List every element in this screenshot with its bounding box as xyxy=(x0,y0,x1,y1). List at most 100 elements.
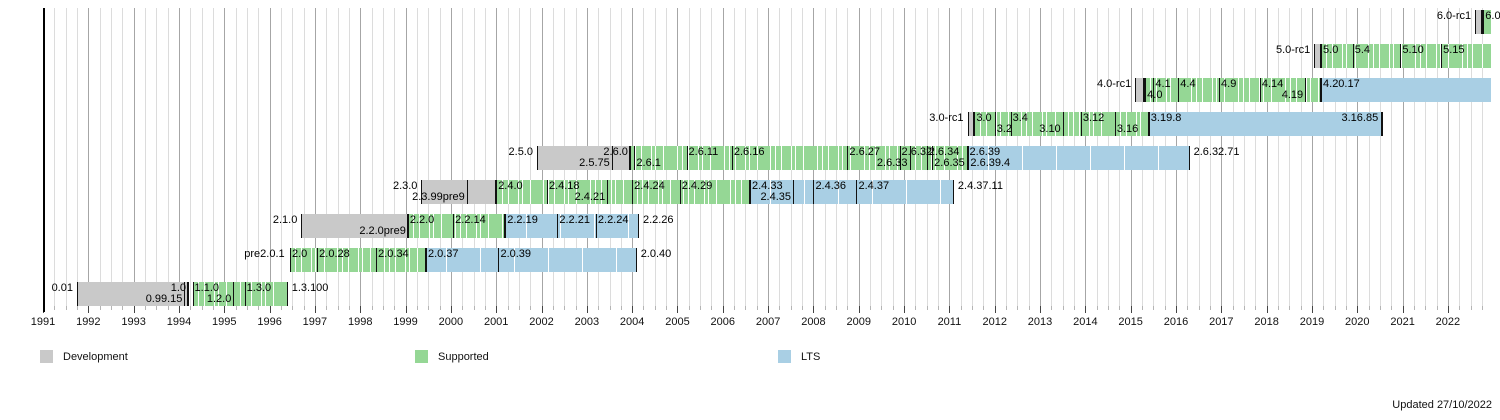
legend-label: Supported xyxy=(438,350,489,363)
gridline xyxy=(1459,8,1461,306)
version-label: 4.9 xyxy=(1221,78,1237,90)
year-tick-label: 2003 xyxy=(574,316,600,328)
release-gap xyxy=(429,214,431,238)
axis-tick xyxy=(428,306,430,310)
axis-tick xyxy=(484,306,486,310)
release-gap xyxy=(1284,78,1286,102)
version-tick xyxy=(1259,78,1261,102)
version-tick xyxy=(1219,78,1221,102)
release-gap xyxy=(888,146,890,170)
release-gap xyxy=(1373,44,1375,68)
release-gap xyxy=(1461,44,1463,68)
axis-tick xyxy=(1413,306,1415,310)
release-gap xyxy=(1073,112,1075,136)
release-gap xyxy=(1202,78,1204,102)
gridline xyxy=(1402,8,1404,306)
release-gap xyxy=(582,248,584,272)
axis-tick xyxy=(700,306,702,310)
version-label: 2.4.21 xyxy=(574,191,606,203)
release-gap xyxy=(841,146,843,170)
axis-tick xyxy=(292,306,294,310)
version-label: 2.6.0 xyxy=(603,146,628,158)
release-gap xyxy=(197,282,199,306)
gridline xyxy=(1413,8,1415,306)
year-tick-label: 1997 xyxy=(302,316,328,328)
axis-tick xyxy=(280,306,282,310)
release-gap xyxy=(940,180,942,204)
gridline xyxy=(1198,8,1200,306)
gridline xyxy=(371,8,373,306)
axis-tick xyxy=(156,306,158,310)
release-gap xyxy=(704,180,706,204)
version-label: 2.4.24 xyxy=(634,180,665,192)
version-label: 2.2.0 xyxy=(409,214,435,226)
year-tick-label: 2020 xyxy=(1345,316,1370,328)
release-gap xyxy=(1135,112,1137,136)
version-label: pre2.0.1 xyxy=(244,248,285,260)
axis-tick xyxy=(870,306,872,310)
version-tick xyxy=(731,146,733,170)
version-label: 2.3.99pre9 xyxy=(412,191,465,203)
axis-tick xyxy=(938,306,940,310)
timeline-segment-development xyxy=(967,112,975,136)
axis-tick xyxy=(836,306,838,310)
year-tick-label: 2002 xyxy=(529,316,554,328)
release-gap xyxy=(874,146,876,170)
year-tick-label: 2014 xyxy=(1073,316,1098,328)
axis-tick xyxy=(1277,306,1279,310)
version-label: 2.4.33 xyxy=(751,180,783,192)
gridline xyxy=(1425,8,1427,306)
version-tick xyxy=(1178,78,1180,102)
version-label: 3.10 xyxy=(1039,123,1061,135)
axis-tick xyxy=(1334,306,1336,310)
release-gap xyxy=(1289,78,1291,102)
gridline xyxy=(1323,8,1325,306)
release-gap xyxy=(1042,112,1044,136)
release-gap xyxy=(593,214,595,238)
release-gap xyxy=(770,180,772,204)
release-gap xyxy=(756,146,758,170)
development-swatch xyxy=(40,350,53,364)
axis-tick xyxy=(904,306,906,313)
release-gap xyxy=(475,214,477,238)
legend-item-lts: LTS xyxy=(778,348,820,364)
version-label: 2.0.40 xyxy=(640,248,672,260)
timeline-segment-development xyxy=(301,214,408,238)
axis-tick xyxy=(1255,306,1257,310)
year-tick-label: 2013 xyxy=(1027,316,1053,328)
release-gap xyxy=(1149,78,1151,102)
axis-tick xyxy=(416,306,418,310)
axis-tick xyxy=(1040,306,1042,313)
gridline xyxy=(1221,8,1223,306)
release-gap xyxy=(315,248,317,272)
timeline-segment-lts xyxy=(425,248,637,272)
version-tick xyxy=(184,282,186,306)
axis-tick xyxy=(586,306,588,313)
year-tick-label: 2011 xyxy=(937,316,962,328)
release-gap xyxy=(1472,44,1474,68)
timeline-segment-supported xyxy=(289,248,426,272)
version-label: 0.01 xyxy=(51,282,73,294)
release-gap xyxy=(827,146,829,170)
year-tick-label: 1992 xyxy=(76,316,101,328)
release-gap xyxy=(1021,112,1023,136)
gridline xyxy=(496,8,498,306)
version-label: 2.5.0 xyxy=(508,146,533,158)
axis-tick xyxy=(1402,306,1404,313)
release-gap xyxy=(394,248,396,272)
gridline xyxy=(1436,8,1438,306)
timeline-segment-development xyxy=(1135,78,1145,102)
axis-tick xyxy=(122,306,124,310)
version-label: 5.4 xyxy=(1354,44,1371,56)
year-tick-label: 2005 xyxy=(665,316,690,328)
axis-tick xyxy=(65,306,67,310)
gridline xyxy=(382,8,384,306)
version-tick xyxy=(932,146,934,170)
version-label: 4.19 xyxy=(1281,89,1304,101)
axis-tick xyxy=(1481,306,1483,310)
gridline xyxy=(65,8,67,306)
timeline-segment-supported xyxy=(496,180,750,204)
gridline xyxy=(394,8,396,306)
version-label: 1.3.100 xyxy=(291,282,329,294)
release-gap xyxy=(962,146,964,170)
